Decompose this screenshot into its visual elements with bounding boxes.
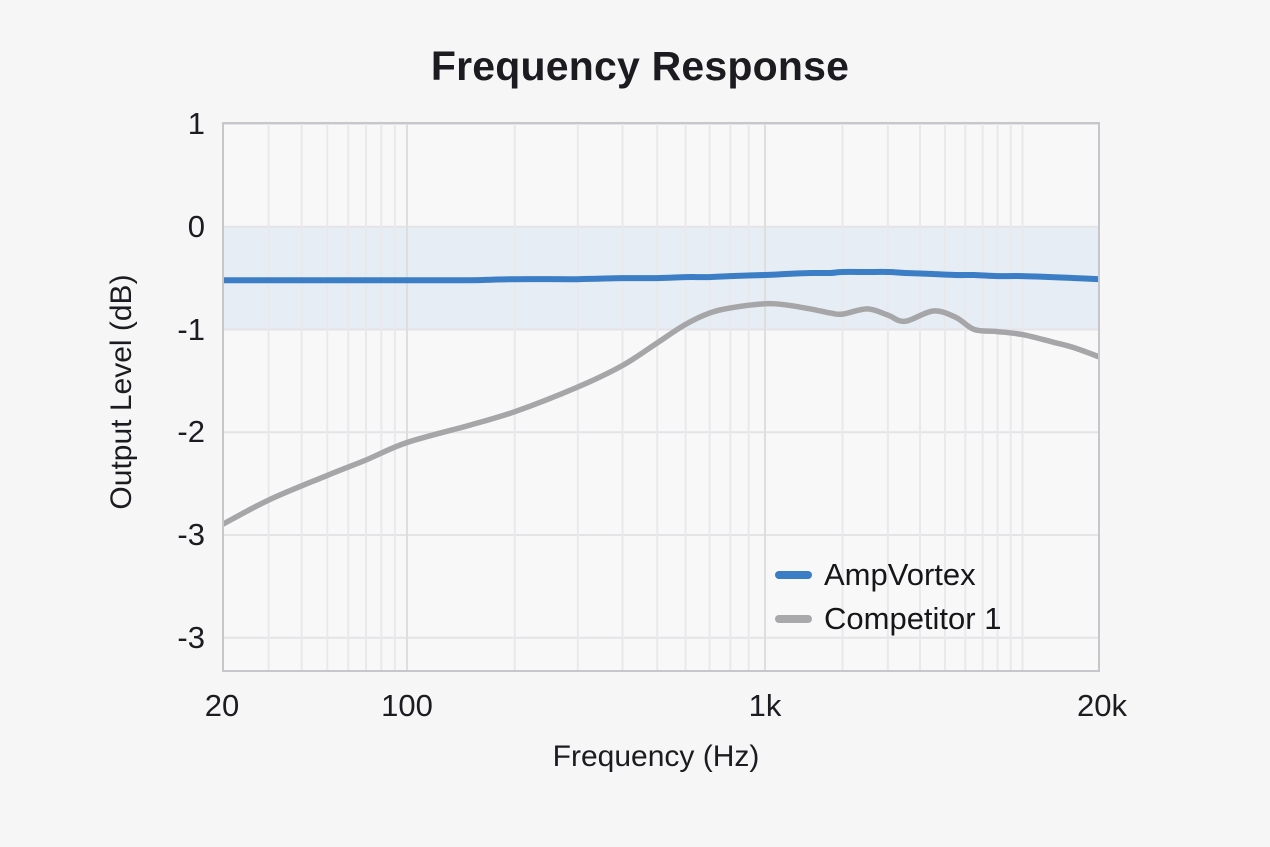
y-tick-label: -3 [177,517,205,552]
plot-area: AmpVortex Competitor 1 [222,122,1100,672]
y-tick-label: 0 [187,209,205,244]
x-tick-label: 1k [748,688,782,723]
x-tick-label: 100 [381,688,433,723]
legend-label: AmpVortex [824,557,976,592]
legend: AmpVortex Competitor 1 [775,553,1001,641]
y-tick-label: -2 [177,414,205,449]
y-axis-title: Output Level (dB) [105,274,138,510]
x-tick-label: 20 [204,688,240,723]
legend-item-competitor-1: Competitor 1 [775,597,1001,641]
y-tick-label: -1 [177,312,205,347]
x-axis-title: Frequency (Hz) [552,740,760,773]
competitor-line-swatch [775,615,812,623]
chart-canvas [222,122,1100,672]
y-tick-label: 1 [187,106,205,141]
legend-item-ampvortex: AmpVortex [775,553,1001,597]
chart-title: Frequency Response [430,43,850,89]
ampvortex-line-swatch [775,571,812,579]
y-tick-label: -3 [177,620,205,655]
x-tick-label: 20k [1077,688,1127,723]
legend-label: Competitor 1 [824,601,1002,636]
